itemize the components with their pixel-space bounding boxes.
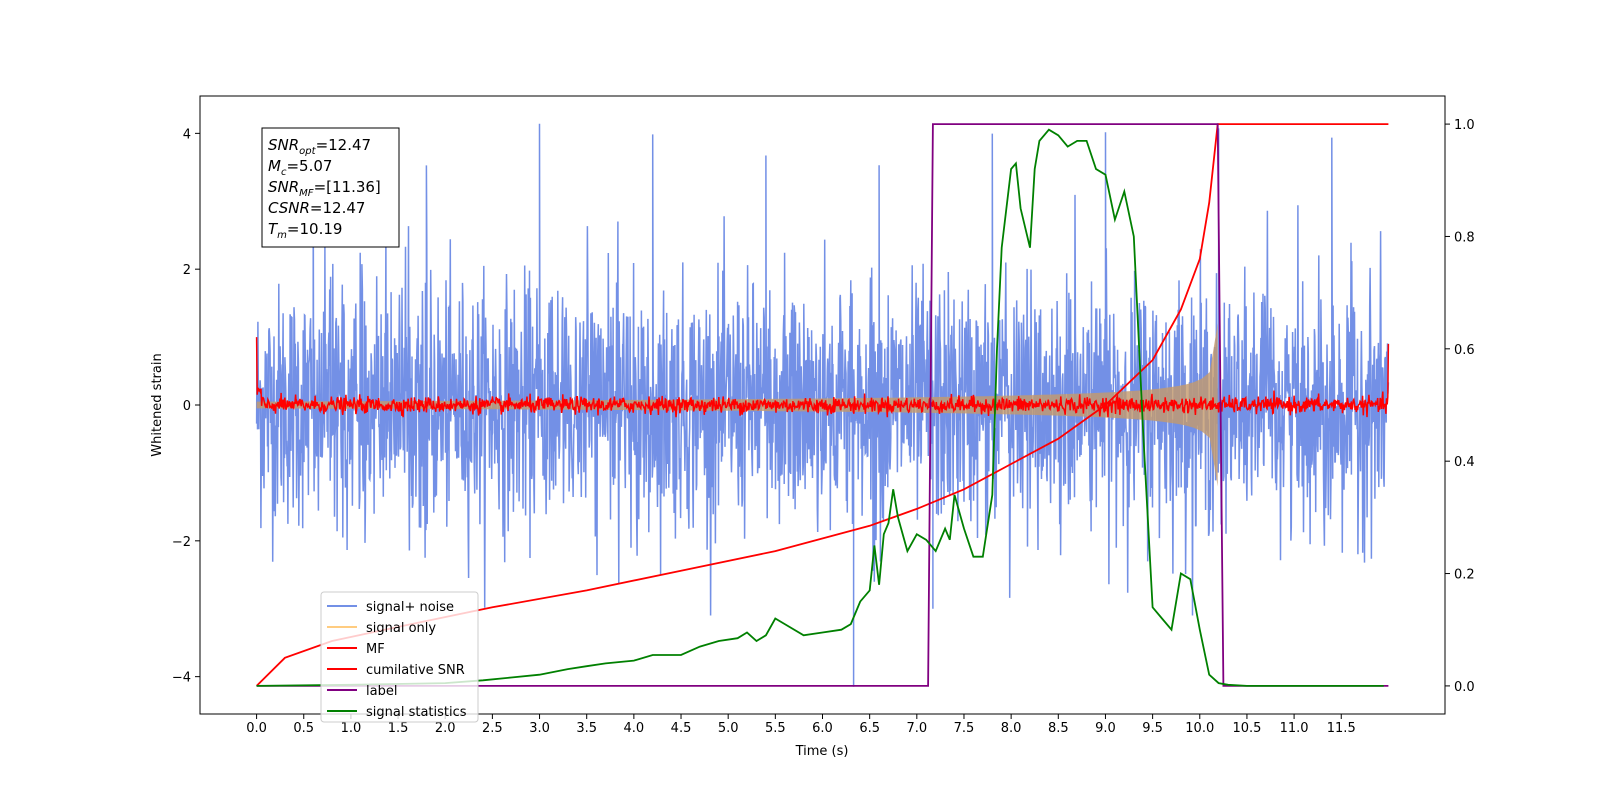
y2-tick-label: 0.2 [1454, 568, 1475, 583]
legend-label: MF [366, 642, 385, 657]
y-tick-label: 2 [183, 263, 191, 278]
x-tick-label: 9.0 [1095, 721, 1116, 736]
x-tick-label: 7.0 [906, 721, 927, 736]
x-axis-label: Time (s) [795, 744, 849, 759]
y-tick-label: −4 [172, 671, 191, 686]
y2-tick-label: 1.0 [1454, 118, 1475, 133]
x-tick-label: 3.0 [529, 721, 550, 736]
series-signal-statistics [256, 128, 1384, 687]
x-tick-label: 0.0 [246, 721, 267, 736]
annotation-line: Mc=5.07 [268, 157, 332, 178]
y-tick-label: 4 [183, 127, 191, 142]
annotation-line: SNRMF=[11.36] [268, 178, 381, 199]
y-tick-label: −2 [172, 535, 191, 550]
y-axis-label: Whitened strain [150, 353, 165, 456]
x-tick-label: 6.5 [859, 721, 880, 736]
x-tick-label: 10.5 [1232, 721, 1261, 736]
y-axis-right: 0.0 0.2 0.4 0.6 0.8 1.0 [1445, 118, 1475, 695]
annotation-line: CSNR=12.47 [268, 199, 365, 217]
x-tick-label: 8.5 [1048, 721, 1069, 736]
annotation-line: SNRopt=12.47 [268, 136, 371, 157]
legend-label: label [366, 684, 397, 699]
x-tick-label: 5.5 [765, 721, 786, 736]
x-tick-label: 2.5 [482, 721, 503, 736]
y2-tick-label: 0.4 [1454, 455, 1475, 470]
x-tick-label: 4.0 [624, 721, 645, 736]
y2-tick-label: 0.0 [1454, 680, 1475, 695]
x-tick-label: 1.5 [388, 721, 409, 736]
x-tick-label: 6.0 [812, 721, 833, 736]
y2-tick-label: 0.8 [1454, 230, 1475, 245]
legend-label: signal+ noise [366, 600, 454, 615]
x-tick-label: 2.0 [435, 721, 456, 736]
x-tick-label: 10.0 [1185, 721, 1214, 736]
x-tick-label: 3.5 [576, 721, 597, 736]
series-mf [255, 337, 1390, 418]
annotation-box: SNRopt=12.47Mc=5.07SNRMF=[11.36]CSNR=12.… [261, 127, 400, 248]
x-tick-label: 8.0 [1001, 721, 1022, 736]
y-axis-left: −4 −2 0 2 4 [172, 127, 200, 686]
annotation-line: Tm=10.19 [268, 220, 342, 241]
x-tick-label: 1.0 [341, 721, 362, 736]
x-axis: 0.0 0.5 1.0 1.5 2.0 2.5 3.0 3.5 4.0 4.5 5.0 5.5 6.0 6… [246, 714, 1356, 736]
x-tick-label: 11.5 [1327, 721, 1356, 736]
x-tick-label: 5.0 [718, 721, 739, 736]
legend-label: signal only [366, 621, 436, 636]
legend-label: signal statistics [366, 705, 467, 720]
x-tick-label: 7.5 [954, 721, 975, 736]
x-tick-label: 0.5 [293, 721, 314, 736]
x-tick-label: 4.5 [671, 721, 692, 736]
legend: signal+ noise signal only MF cumilative SNR… [320, 591, 479, 723]
x-tick-label: 9.5 [1142, 721, 1163, 736]
y2-tick-label: 0.6 [1454, 343, 1475, 358]
y-tick-label: 0 [183, 399, 191, 414]
legend-label: cumilative SNR [366, 663, 465, 678]
x-tick-label: 11.0 [1280, 721, 1309, 736]
